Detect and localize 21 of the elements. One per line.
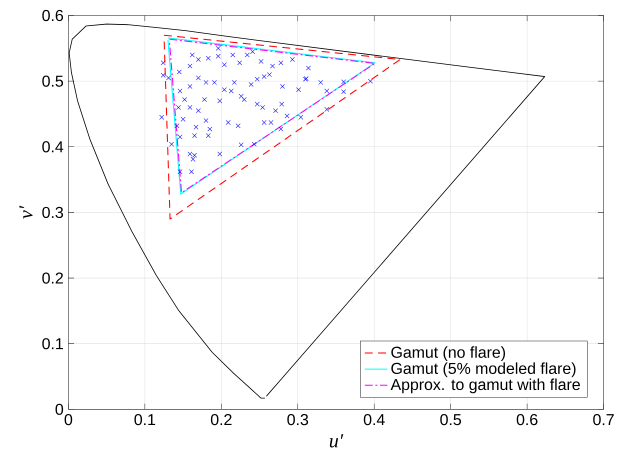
x-tick-label: 0.6 bbox=[516, 414, 538, 426]
legend-label: Approx. to gamut with flare bbox=[390, 378, 580, 394]
legend-label: Gamut (5% modeled flare) bbox=[391, 362, 576, 378]
x-tick-label: 0 bbox=[64, 414, 72, 426]
y-tick-label: 0.4 bbox=[42, 141, 64, 152]
x-tick-label: 0.7 bbox=[593, 414, 614, 426]
y-tick-label: 0.6 bbox=[42, 10, 64, 22]
y-tick-label: 0.1 bbox=[42, 338, 63, 350]
x-tick-label: 0.1 bbox=[134, 414, 156, 426]
x-tick-label: 0.5 bbox=[440, 414, 462, 426]
x-tick-label: 0.4 bbox=[364, 414, 385, 426]
y-axis-title: v′ bbox=[19, 206, 33, 219]
y-tick-label: 0.5 bbox=[42, 76, 64, 87]
y-tick-label: 0 bbox=[56, 404, 64, 415]
line-series bbox=[163, 34, 401, 220]
legend-label: Gamut (no flare) bbox=[391, 346, 505, 362]
y-tick-label: 0.2 bbox=[42, 272, 63, 284]
x-tick-label: 0.2 bbox=[210, 414, 232, 426]
x-axis-title: u′ bbox=[330, 434, 344, 448]
x-tick-label: 0.3 bbox=[287, 414, 308, 426]
y-tick-label: 0.3 bbox=[42, 206, 64, 218]
